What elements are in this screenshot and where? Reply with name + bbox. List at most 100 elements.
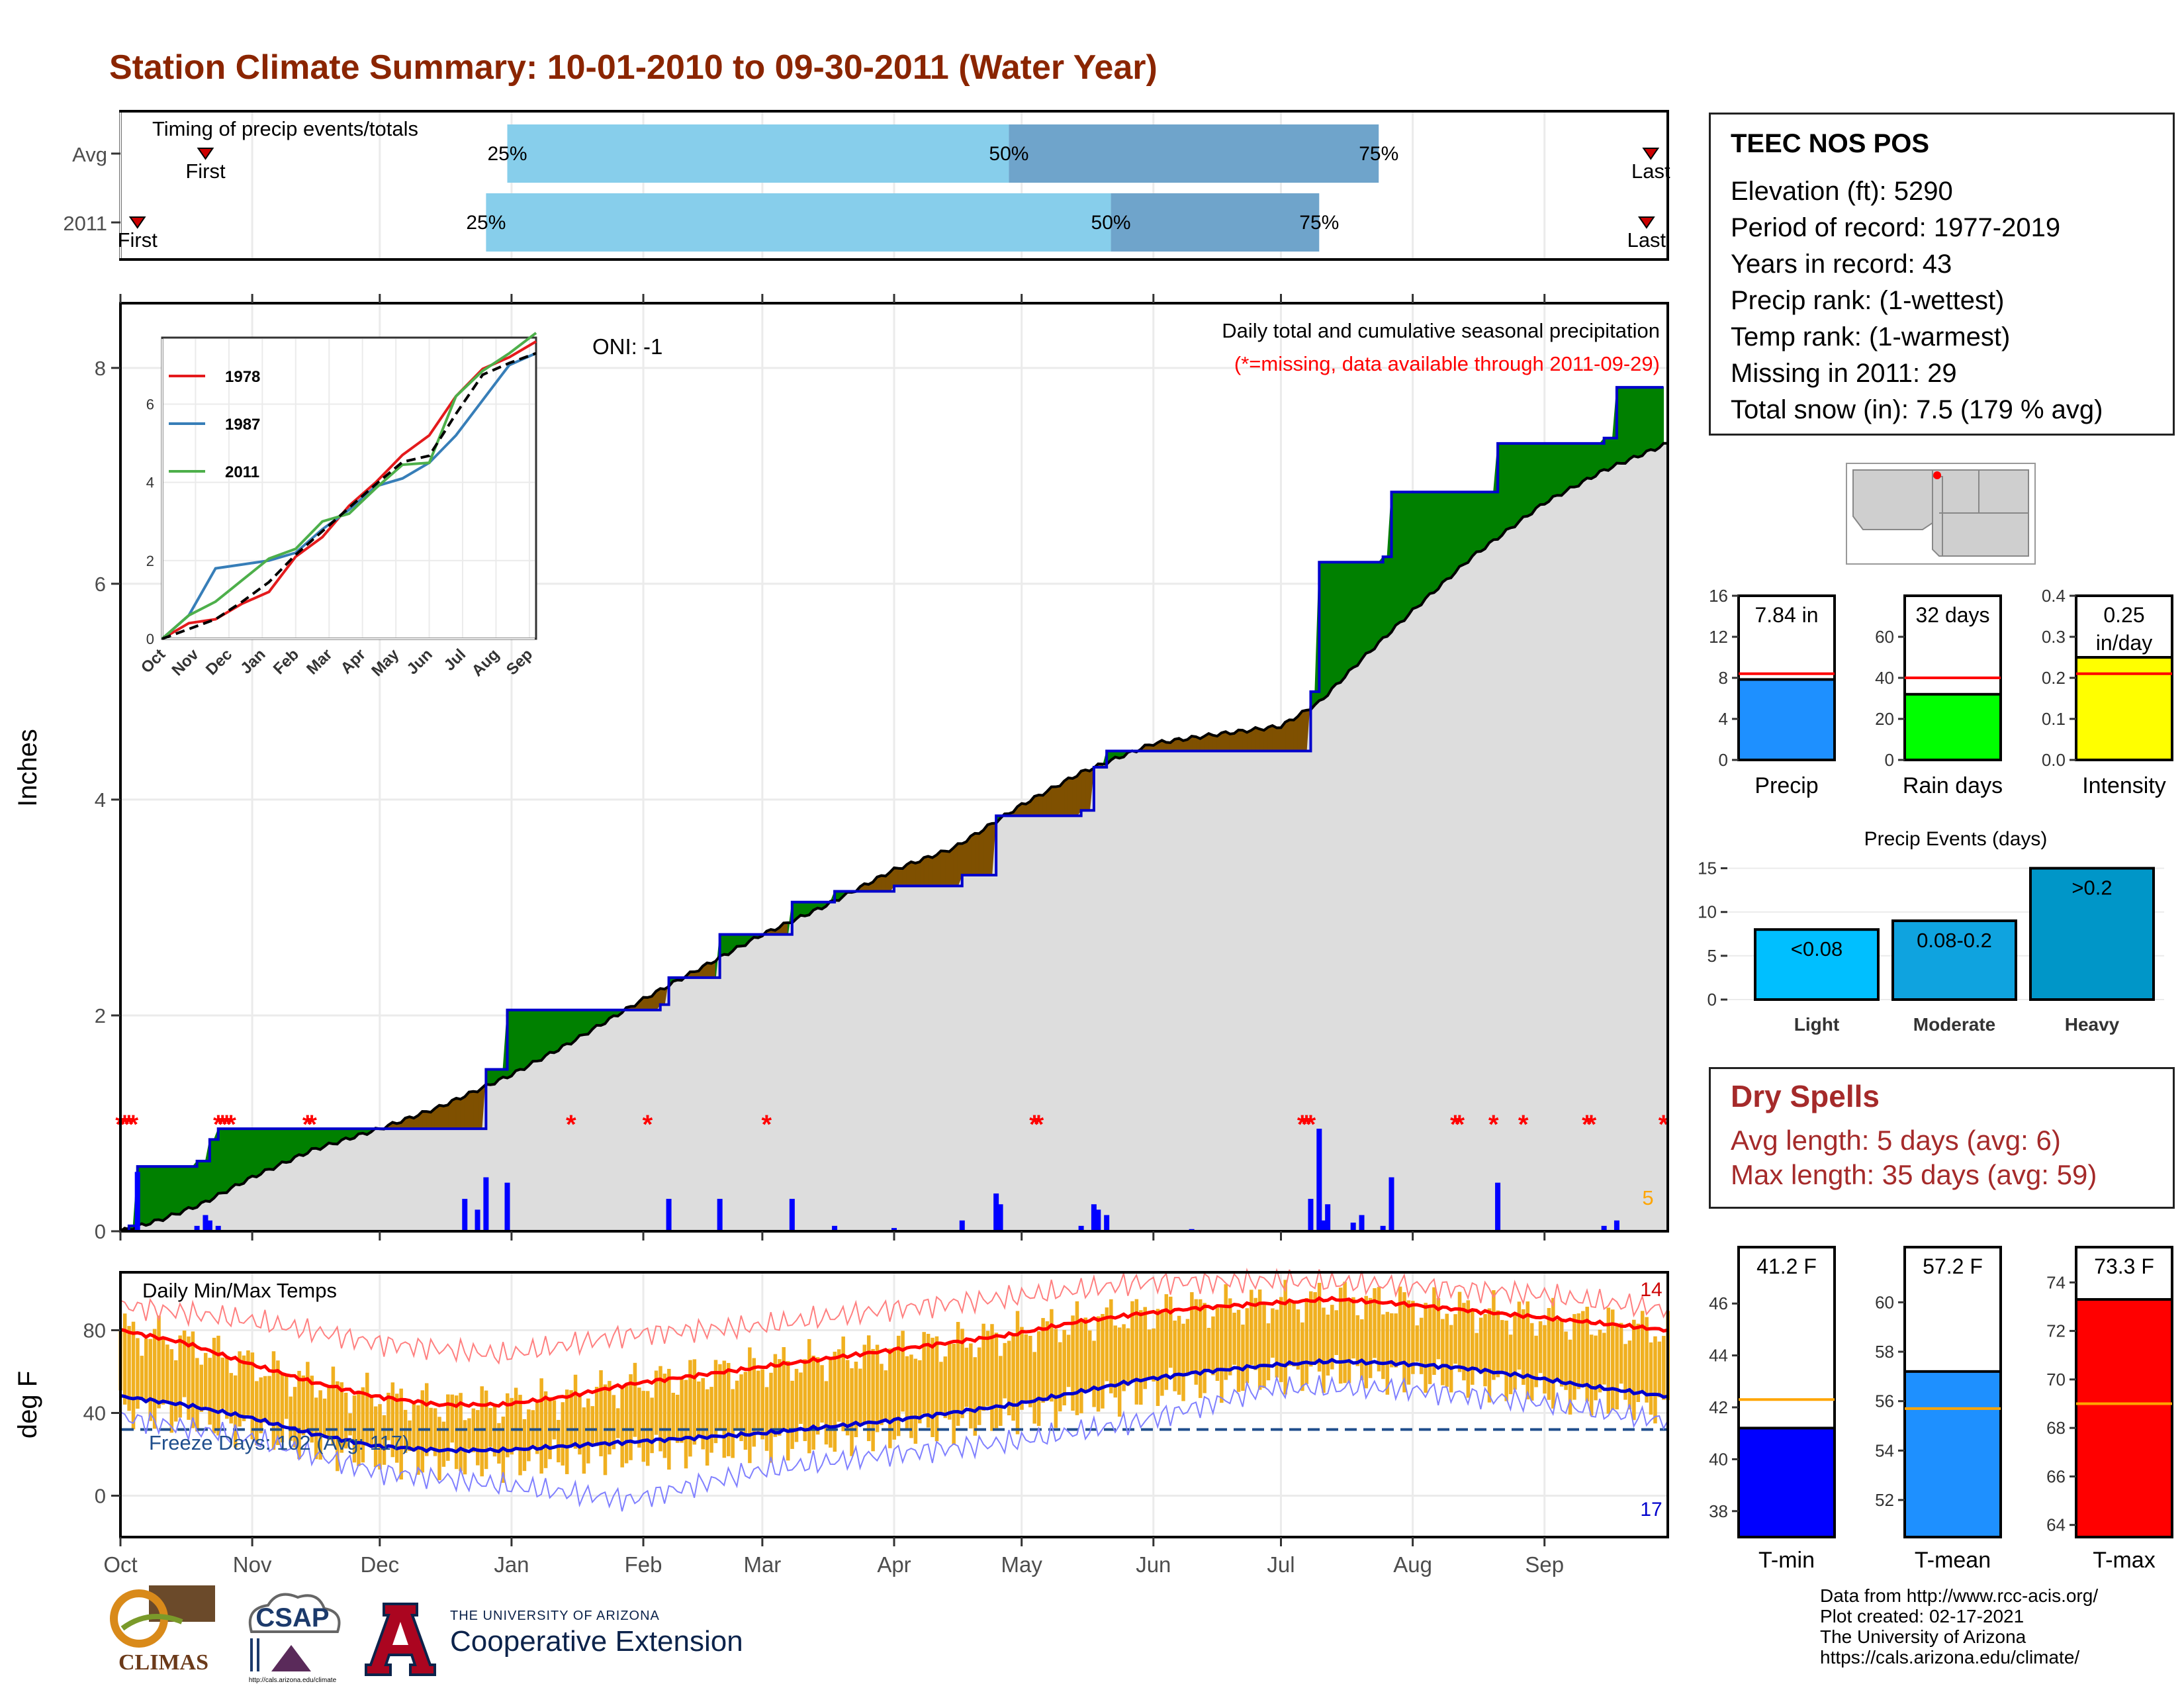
precip-departure-fill [1420, 491, 1426, 606]
daily-temp-bar [748, 1347, 752, 1464]
precip-departure-fill [520, 1009, 525, 1070]
daily-temp-bar [1169, 1296, 1173, 1368]
daily-temp-bar [794, 1368, 799, 1442]
precip-departure-fill [158, 1166, 163, 1221]
missing-day-marker: * [1582, 1110, 1592, 1139]
daily-temp-bar [735, 1380, 739, 1430]
daily-temp-bar [144, 1338, 148, 1403]
inset-legend-label: 1978 [225, 368, 260, 386]
daily-temp-bar [1598, 1329, 1602, 1393]
daily-temp-bar [684, 1380, 688, 1469]
daily-temp-bar [450, 1394, 454, 1443]
daily-temp-bar [539, 1378, 543, 1474]
precip-departure-fill [553, 1009, 559, 1054]
daily-temp-bar [1190, 1292, 1194, 1374]
daily-temp-bar [841, 1336, 845, 1432]
precip-departure-fill [251, 1128, 257, 1178]
precip-departure-fill [269, 1128, 274, 1170]
daily-temp-bar [1559, 1320, 1564, 1387]
dry-spells-avg: Avg length: 5 days (avg: 6) [1731, 1125, 2061, 1156]
daily-temp-bar [1441, 1319, 1445, 1385]
daily-precip-bar [1316, 1129, 1322, 1231]
precip-departure-fill [1064, 777, 1069, 816]
daily-temp-bar [1406, 1300, 1411, 1385]
precip-departure-fill [256, 1128, 261, 1178]
summary-ytick-label: 0.2 [2042, 668, 2066, 688]
credit-line: Plot created: 02-17-2021 [1820, 1606, 2025, 1626]
daily-temp-bar [1266, 1323, 1271, 1381]
daily-temp-bar [692, 1359, 697, 1445]
daily-temp-bar [943, 1356, 948, 1419]
daily-temp-bar [484, 1390, 488, 1470]
inset-legend-label: 1987 [225, 416, 260, 434]
timing-bar-50-75 [1009, 124, 1379, 183]
daily-temp-bar [395, 1393, 399, 1463]
daily-temp-bar [1250, 1289, 1253, 1365]
daily-temp-bar [1317, 1282, 1322, 1372]
daily-temp-bar [820, 1365, 824, 1423]
precip-departure-fill [893, 867, 899, 886]
daily-temp-bar [446, 1394, 450, 1461]
precip-departure-fill [1450, 491, 1456, 579]
daily-temp-bar [952, 1343, 956, 1445]
precip-departure-fill [264, 1128, 270, 1170]
daily-temp-bar [1194, 1299, 1199, 1385]
events-category-label: Heavy [2065, 1014, 2120, 1035]
precip-departure-fill [583, 1009, 589, 1035]
temp-title: Daily Min/Max Temps [142, 1279, 337, 1302]
daily-temp-bar [310, 1376, 314, 1443]
summary-value-label: 7.84 in [1754, 603, 1818, 627]
daily-temp-bar [467, 1418, 471, 1449]
precip-ytick-label: 0 [95, 1220, 106, 1243]
daily-temp-bar [1275, 1309, 1279, 1378]
daily-temp-bar [1504, 1320, 1508, 1401]
timing-row-label: 2011 [63, 212, 107, 235]
daily-temp-bar [1028, 1335, 1032, 1407]
daily-temp-bar [654, 1370, 659, 1435]
inset-series-avg [161, 352, 537, 640]
precip-departure-fill [1548, 443, 1554, 503]
precip-departure-fill [1285, 719, 1290, 752]
daily-temp-bar [480, 1386, 484, 1477]
missing-day-marker: * [302, 1110, 313, 1139]
precip-departure-fill [1518, 443, 1524, 523]
month-label: Mar [743, 1552, 781, 1577]
station-precip-rank: Precip rank: (1-wettest) [1731, 286, 2005, 315]
missing-day-marker: * [1659, 1110, 1669, 1139]
daily-temp-bar [1054, 1329, 1058, 1428]
daily-temp-bar [548, 1397, 552, 1460]
precip-departure-fill [1289, 719, 1295, 752]
precip-departure-fill [1582, 443, 1588, 482]
daily-temp-bar [1529, 1323, 1534, 1401]
record-min-line [120, 1375, 1668, 1512]
daily-temp-bar [1020, 1327, 1024, 1410]
daily-temp-bar [492, 1405, 497, 1457]
precip-departure-fill [154, 1166, 159, 1221]
daily-temp-bar [1215, 1307, 1220, 1382]
precip-departure-fill [1276, 727, 1281, 752]
daily-temp-bar [612, 1395, 616, 1450]
daily-temp-bar [922, 1332, 926, 1414]
daily-temp-bar [1568, 1339, 1572, 1415]
daily-temp-bar [1185, 1319, 1190, 1375]
daily-temp-bar [242, 1355, 246, 1421]
daily-temp-bar [1007, 1340, 1011, 1416]
timing-bar-25-50 [507, 124, 1009, 183]
missing-day-marker: * [120, 1110, 130, 1139]
daily-temp-bar [871, 1348, 875, 1452]
precip-departure-fill [1646, 387, 1651, 452]
daily-temp-bar [956, 1321, 960, 1426]
precip-departure-fill [660, 988, 665, 1006]
missing-day-marker: * [128, 1110, 138, 1139]
temp-summary-panels: 38 40 42 44 46 41.2 F T-min 52 54 56 58 60 57.2 F T-m… [1709, 1246, 2173, 1573]
timing-last-marker [1637, 216, 1655, 229]
daily-temp-bar [969, 1343, 973, 1429]
summary-ytick-label: 66 [2046, 1466, 2066, 1486]
precip-departure-fill [1502, 443, 1507, 537]
timing-p75-label: 75% [1359, 143, 1398, 165]
precip-departure-fill [451, 1098, 457, 1129]
daily-temp-bar [165, 1344, 169, 1404]
daily-temp-bar [866, 1335, 871, 1442]
daily-temp-bar [518, 1395, 522, 1476]
summary-value-label: 41.2 F [1756, 1254, 1817, 1278]
